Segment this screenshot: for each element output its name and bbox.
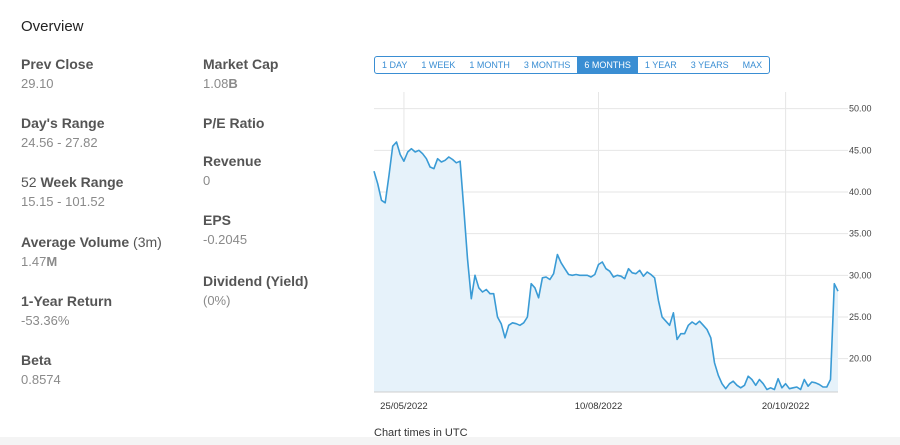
stat-label: Market Cap <box>203 56 279 72</box>
chart-times-note: Chart times in UTC <box>374 427 468 439</box>
stat-value: 0.8574 <box>21 371 61 388</box>
y-tick-label: 40.00 <box>849 187 872 197</box>
stat-label: Revenue <box>203 153 262 169</box>
y-tick-label: 50.00 <box>849 104 872 114</box>
stat-label-suffix: (3m) <box>129 234 162 250</box>
range-button-3-months[interactable]: 3 MONTHS <box>523 60 571 70</box>
stat-label-text: Beta <box>21 352 52 368</box>
x-tick-label: 10/08/2022 <box>575 401 623 412</box>
stat-item: Average Volume (3m) 1.47M <box>21 233 162 270</box>
stat-value: 15.15 - 101.52 <box>21 193 123 210</box>
stat-value-text: (0%) <box>203 293 231 308</box>
stat-value-text: -0.2045 <box>203 232 248 247</box>
stat-value-text: 0 <box>203 173 211 188</box>
stat-value: 29.10 <box>21 75 93 92</box>
stat-value-text: 0.8574 <box>21 372 61 387</box>
time-range-selector: 1 DAY 1 WEEK 1 MONTH 3 MONTHS 6 MONTHS 1 YEAR… <box>374 56 771 74</box>
stat-label-text: Day's Range <box>21 115 105 131</box>
stat-item: P/E Ratio <box>203 114 264 132</box>
stat-label: 52 Week Range <box>21 173 123 191</box>
stat-value-text: -53.36% <box>21 313 70 328</box>
range-button-1-week[interactable]: 1 WEEK <box>421 60 456 70</box>
stat-label: Prev Close <box>21 55 93 73</box>
y-tick-label: 45.00 <box>849 145 872 155</box>
y-tick-label: 30.00 <box>849 270 872 280</box>
stat-value: -0.2045 <box>203 231 247 248</box>
stat-value: 1.08B <box>203 75 278 92</box>
stat-label: Beta <box>21 351 61 369</box>
stat-value-unit: B <box>228 76 238 91</box>
range-button-3-years[interactable]: 3 YEARS <box>690 60 729 70</box>
stat-value-text: 1.47 <box>21 254 47 269</box>
stat-label: P/E Ratio <box>203 115 265 131</box>
stat-value: 1.47M <box>21 253 162 270</box>
price-line <box>373 141 839 391</box>
price-area-fill <box>374 142 838 392</box>
stat-value: 24.56 - 27.82 <box>21 134 104 151</box>
y-tick-label: 35.00 <box>849 229 872 239</box>
stat-value-unit: M <box>46 254 58 269</box>
stat-item: Dividend (Yield) (0%) <box>203 272 308 309</box>
stat-label-text: 1-Year Return <box>21 293 113 309</box>
stat-label: Average Volume (3m) <box>21 233 162 251</box>
stat-item: Prev Close 29.10 <box>21 55 93 92</box>
stat-label: EPS <box>203 212 232 228</box>
stat-value-text: 24.56 - 27.82 <box>21 135 98 150</box>
stat-item: Market Cap 1.08B <box>203 55 278 92</box>
stat-item: Beta 0.8574 <box>21 351 61 388</box>
stat-value: -53.36% <box>21 312 112 329</box>
stat-label: Dividend (Yield) <box>203 273 309 289</box>
range-button-max[interactable]: MAX <box>742 60 763 70</box>
stat-value-text: 1.08 <box>203 76 229 91</box>
stat-label: Day's Range <box>21 114 104 132</box>
y-tick-label: 25.00 <box>849 312 872 322</box>
range-button-1-month[interactable]: 1 MONTH <box>469 60 510 70</box>
stat-item: 1-Year Return -53.36% <box>21 292 112 329</box>
stat-value-text: 29.10 <box>21 76 54 91</box>
stat-label-text: Average Volume <box>21 234 130 250</box>
range-button-1-year[interactable]: 1 YEAR <box>644 60 677 70</box>
stat-value-text: 15.15 - 101.52 <box>21 194 105 209</box>
stat-value: (0%) <box>203 292 308 309</box>
x-tick-label: 20/10/2022 <box>762 401 810 412</box>
stat-label-text: Week Range <box>40 174 124 190</box>
range-button-1-day[interactable]: 1 DAY <box>382 60 408 70</box>
y-tick-label: 20.00 <box>849 354 872 364</box>
range-button-6-months[interactable]: 6 MONTHS <box>577 57 638 73</box>
stat-item: 52 Week Range 15.15 - 101.52 <box>21 173 123 210</box>
stat-label-prefix: 52 <box>21 174 41 190</box>
stat-value: 0 <box>203 172 261 189</box>
stat-label: 1-Year Return <box>21 292 112 310</box>
x-tick-label: 25/05/2022 <box>380 401 428 412</box>
stat-item: Day's Range 24.56 - 27.82 <box>21 114 104 151</box>
stat-item: Revenue 0 <box>203 152 261 189</box>
stat-label-text: Prev Close <box>21 56 94 72</box>
overview-title: Overview <box>21 18 84 35</box>
stat-item: EPS -0.2045 <box>203 211 247 248</box>
footer-divider <box>0 437 900 445</box>
